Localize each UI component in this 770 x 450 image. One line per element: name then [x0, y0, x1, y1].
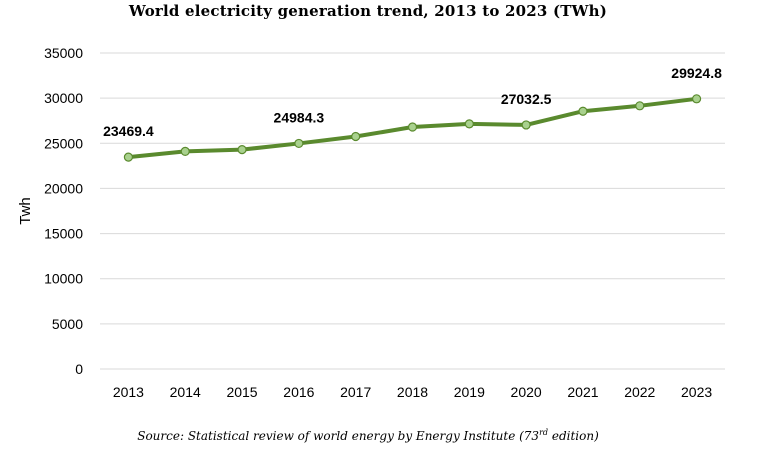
- x-tick-label: 2014: [170, 384, 201, 400]
- y-tick-label: 0: [75, 361, 83, 377]
- x-tick-label: 2020: [511, 384, 542, 400]
- data-point: [407, 122, 418, 132]
- data-point: [635, 101, 645, 111]
- y-tick-label: 30000: [44, 90, 83, 106]
- x-tick-label: 2017: [340, 384, 371, 400]
- data-point: [521, 120, 531, 130]
- data-label: 23469.4: [103, 123, 154, 139]
- x-tick-label: 2019: [454, 384, 485, 400]
- chart-title: World electricity generation trend, 2013…: [128, 2, 608, 20]
- data-point: [578, 106, 588, 116]
- data-point: [237, 145, 247, 155]
- data-label: 24984.3: [274, 109, 325, 125]
- y-tick-label: 35000: [44, 45, 83, 61]
- x-tick-label: 2016: [283, 384, 314, 400]
- y-axis-label: Twh: [17, 197, 34, 225]
- data-point: [123, 152, 134, 162]
- y-tick-label: 20000: [44, 180, 83, 196]
- y-tick-label: 15000: [44, 226, 83, 242]
- data-point: [464, 119, 474, 129]
- y-tick-label: 5000: [52, 316, 83, 332]
- x-tick-label: 2015: [226, 384, 257, 400]
- source-superscript: rd: [539, 428, 549, 437]
- data-point: [351, 131, 361, 142]
- x-tick-label: 2013: [113, 384, 144, 400]
- x-tick-label: 2023: [681, 384, 712, 400]
- x-tick-label: 2021: [567, 384, 598, 400]
- data-label: 29924.8: [671, 65, 722, 81]
- x-tick-label: 2022: [624, 384, 655, 400]
- source-note: Source: Statistical review of world ener…: [0, 428, 736, 443]
- source-suffix: edition): [548, 429, 599, 443]
- data-label: 27032.5: [501, 91, 552, 107]
- y-tick-label: 10000: [44, 271, 83, 287]
- data-point: [294, 138, 304, 149]
- data-point: [180, 146, 190, 157]
- y-tick-label: 25000: [44, 135, 83, 151]
- data-point: [691, 94, 702, 104]
- source-prefix: Source: Statistical review of world ener…: [137, 429, 540, 443]
- x-tick-label: 2018: [397, 384, 428, 400]
